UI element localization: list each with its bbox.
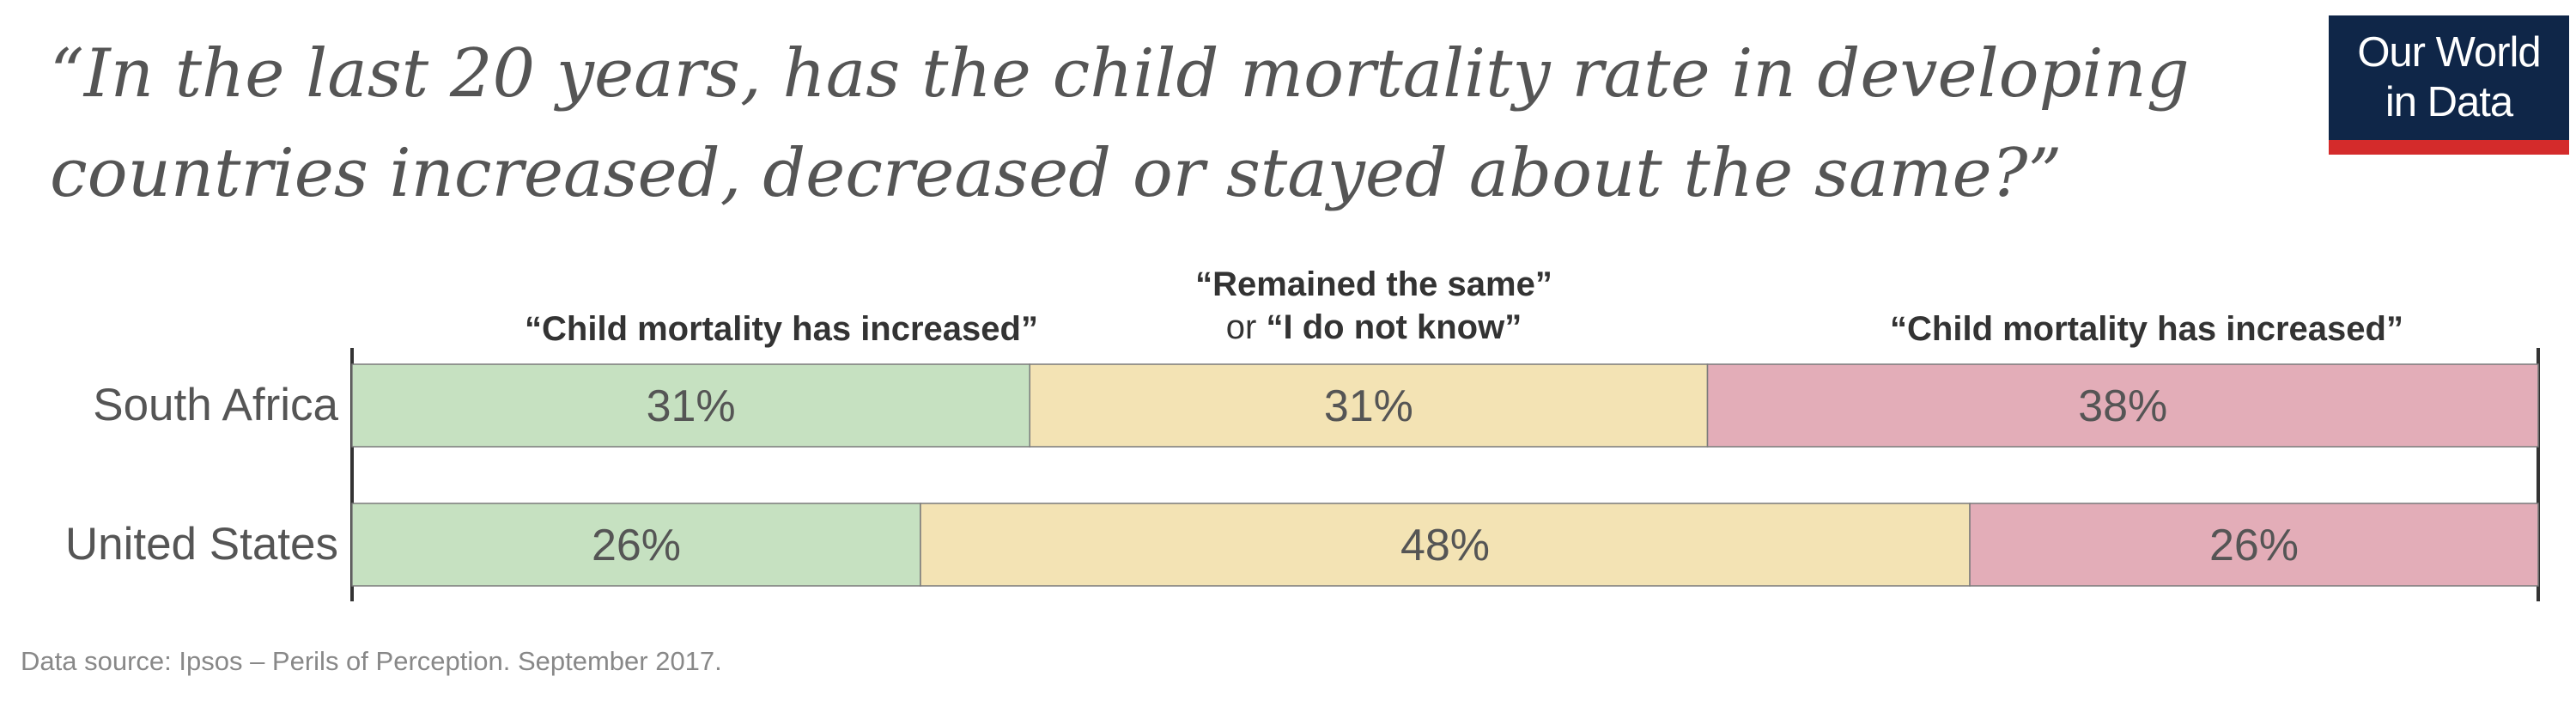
bar-same-united-states (920, 503, 1971, 587)
bar-value-label: 38% (2078, 381, 2167, 431)
legend-label-increased-left: “Child mortality has increased” (525, 310, 1038, 348)
bar-value-label: 26% (592, 521, 681, 570)
logo-line-1: Our World (2357, 29, 2541, 76)
bar-same-south-africa (1029, 363, 1709, 448)
data-source: Data source: Ipsos – Perils of Perceptio… (21, 646, 722, 676)
bar-increased-right-south-africa (1706, 363, 2539, 448)
row-label-south-africa: South Africa (93, 380, 338, 430)
bar-increased-right-united-states (1969, 503, 2539, 587)
bar-value-label: 31% (1324, 381, 1413, 431)
row-label-united-states: United States (64, 519, 338, 570)
bar-value-label: 48% (1400, 521, 1490, 570)
logo-text: Our World in Data (2329, 27, 2569, 127)
bar-value-label: 31% (647, 381, 736, 431)
logo-line-2: in Data (2385, 79, 2513, 125)
legend-label-same-line2: or “I do not know” (1030, 306, 1717, 349)
legend-label-or: or (1225, 308, 1257, 346)
legend-label-same-line1: “Remained the same” (1195, 265, 1552, 303)
legend-label-same: “Remained the same” or “I do not know” (1030, 263, 1717, 349)
bar-value-label: 26% (2209, 521, 2299, 570)
logo-accent-stripe (2329, 140, 2569, 155)
legend-label-same-line2-text: “I do not know” (1266, 308, 1522, 346)
owid-logo[interactable]: Our World in Data (2329, 15, 2569, 155)
legend-label-increased-right: “Child mortality has increased” (1890, 310, 2403, 348)
chart-title: “In the last 20 years, has the child mor… (50, 35, 2190, 212)
bar-increased-left-south-africa (351, 363, 1031, 448)
